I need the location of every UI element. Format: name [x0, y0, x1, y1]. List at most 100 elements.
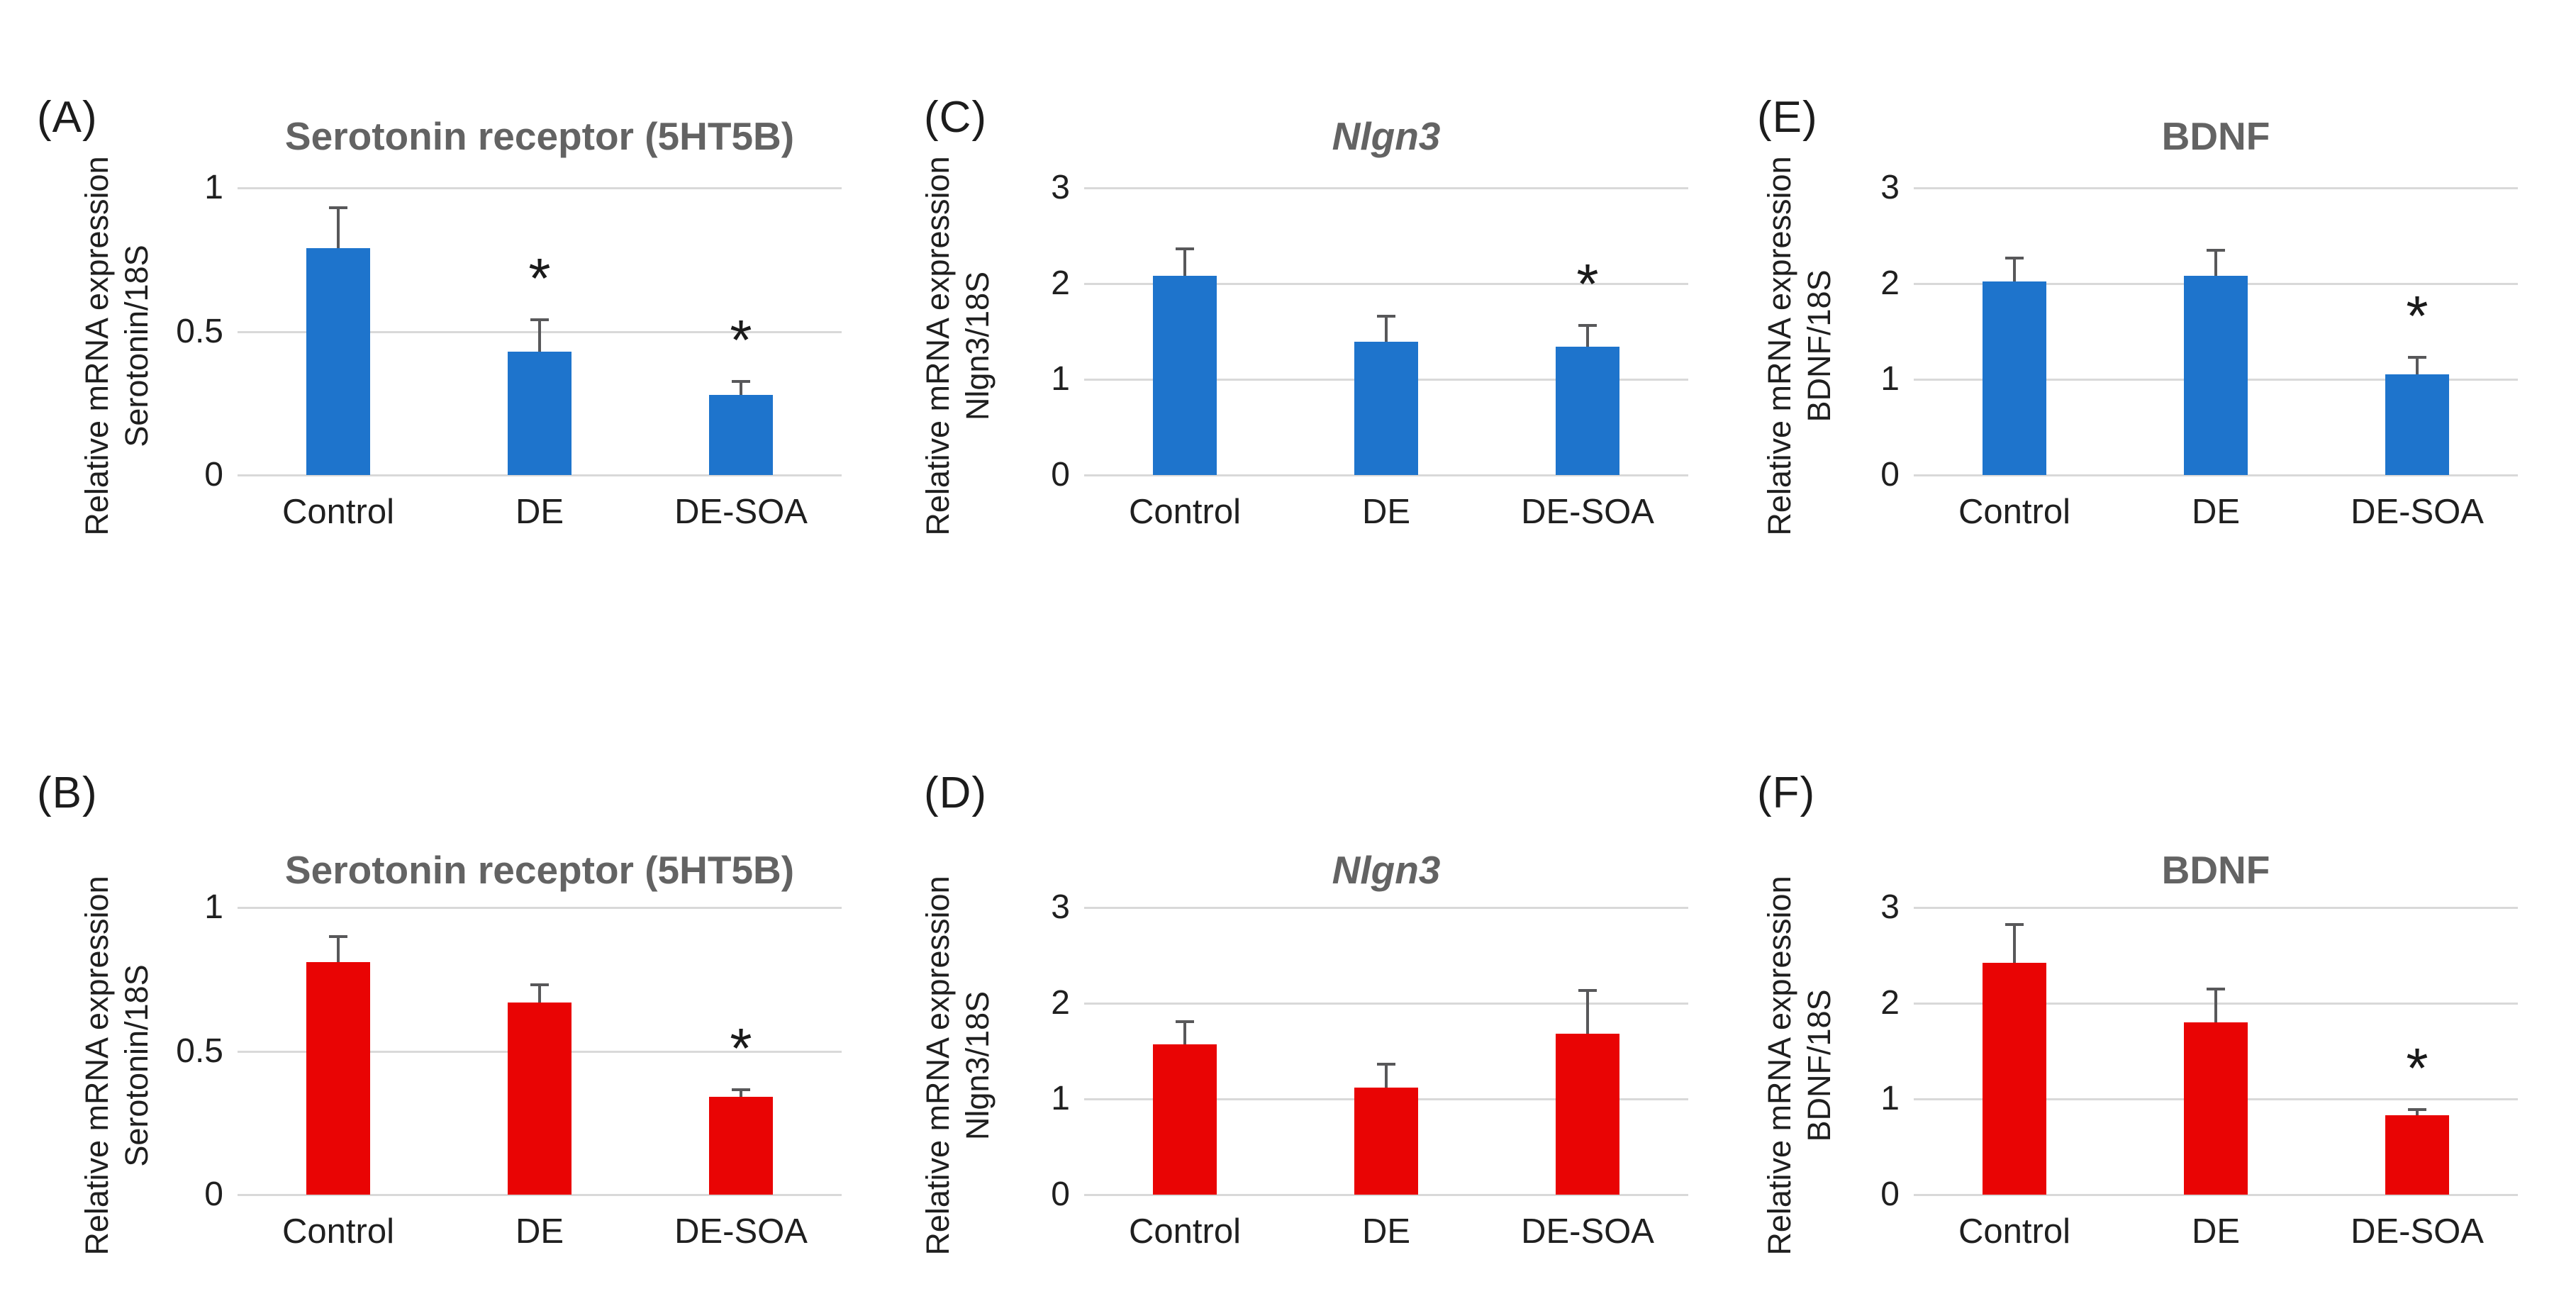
gridline — [1084, 474, 1688, 476]
significance-asterisk: * — [730, 308, 752, 372]
y-tick-label: 1 — [1880, 360, 1900, 398]
panel-e: (E) BDNF Relative mRNA expression BDNF/1… — [1734, 21, 2575, 581]
y-tick-label: 3 — [1051, 888, 1070, 926]
error-bar-cap — [1176, 247, 1194, 251]
gridline — [1914, 187, 2518, 189]
error-bar-cap — [530, 318, 549, 322]
error-bar — [538, 320, 541, 352]
significance-asterisk: * — [2406, 284, 2429, 347]
chart-title: Serotonin receptor (5HT5B) — [284, 114, 795, 158]
panel-a: (A) Serotonin receptor (5HT5B) Relative … — [14, 21, 854, 581]
gridline — [238, 907, 842, 909]
gridline — [238, 1194, 842, 1196]
y-tick-label: 1 — [204, 169, 223, 206]
bar-control — [306, 248, 370, 475]
significance-asterisk: * — [1576, 252, 1599, 316]
bar-control — [1153, 276, 1217, 475]
gridline — [1084, 1003, 1688, 1005]
significance-asterisk: * — [2406, 1036, 2429, 1100]
x-tick-label-de: DE — [2191, 1212, 2241, 1251]
error-bar — [2214, 250, 2217, 277]
y-axis-label-line1: Relative mRNA expression — [920, 155, 956, 536]
error-bar-cap — [1578, 989, 1597, 993]
panel-d: (D) Nlgn3 Relative mRNA expression Nlgn3… — [901, 741, 1741, 1301]
y-tick-label: 0 — [204, 456, 223, 493]
y-tick-label: 0 — [1880, 456, 1900, 493]
y-tick-label: 0 — [1051, 1176, 1070, 1213]
x-tick-label-control: Control — [282, 1212, 394, 1251]
error-bar — [740, 1090, 742, 1098]
error-bar-cap — [530, 983, 549, 987]
error-bar — [2214, 988, 2217, 1022]
panel-b: (B) Serotonin receptor (5HT5B) Relative … — [14, 741, 854, 1301]
x-tick-label-de: DE — [1361, 493, 1411, 531]
bar-de — [2184, 276, 2248, 475]
panel-letter: (F) — [1757, 769, 1816, 817]
significance-asterisk: * — [528, 247, 551, 311]
chart-title: Nlgn3 — [1332, 114, 1441, 158]
error-bar-cap — [2408, 355, 2426, 359]
y-tick-label: 1 — [1880, 1080, 1900, 1117]
chart-title: BDNF — [2161, 114, 2270, 158]
error-bar — [1385, 316, 1388, 342]
error-bar-cap — [1377, 1063, 1395, 1066]
gridline — [238, 187, 842, 189]
error-bar-cap — [732, 380, 750, 384]
bar-de — [508, 1002, 571, 1195]
x-tick-label-control: Control — [1958, 493, 2070, 531]
bar-de-soa — [2385, 1115, 2449, 1195]
x-tick-label-de: DE — [2191, 493, 2241, 531]
gridline — [1084, 907, 1688, 909]
x-tick-label-control: Control — [1129, 1212, 1241, 1251]
bar-de — [1354, 342, 1418, 475]
x-tick-label-control: Control — [1129, 493, 1241, 531]
bar-control — [1983, 281, 2046, 475]
y-tick-label: 0.5 — [176, 1032, 223, 1070]
error-bar-cap — [2005, 923, 2024, 927]
significance-asterisk: * — [730, 1017, 752, 1081]
y-tick-label: 3 — [1880, 169, 1900, 206]
error-bar — [337, 208, 340, 249]
bar-de-soa — [709, 394, 773, 475]
y-axis-label-line1: Relative mRNA expression — [1761, 875, 1797, 1256]
y-tick-label: 2 — [1051, 264, 1070, 302]
y-tick-label: 2 — [1880, 984, 1900, 1022]
y-tick-label: 0 — [1880, 1176, 1900, 1213]
plot-area: 0 1 2 3 Control DE * DE-SOA — [1880, 888, 2518, 1251]
x-tick-label-de-soa: DE-SOA — [2351, 1212, 2484, 1251]
error-bar — [337, 936, 340, 962]
y-axis-label-line1: Relative mRNA expression — [1761, 155, 1797, 536]
gridline — [1914, 907, 2518, 909]
panel-f: (F) BDNF Relative mRNA expression BDNF/1… — [1734, 741, 2575, 1301]
x-tick-label-de: DE — [1361, 1212, 1411, 1251]
x-tick-label-de-soa: DE-SOA — [674, 493, 808, 531]
error-bar-cap — [1377, 314, 1395, 318]
y-axis-label-line1: Relative mRNA expression — [79, 155, 115, 536]
y-tick-label: 0 — [1051, 456, 1070, 493]
bar-de-soa — [1556, 347, 1619, 475]
gridline — [1914, 474, 2518, 476]
error-bar — [2013, 257, 2016, 282]
y-axis-label-line1: Relative mRNA expression — [920, 875, 956, 1256]
y-tick-label: 0 — [204, 1176, 223, 1213]
bar-de-soa — [2385, 374, 2449, 475]
error-bar — [538, 985, 541, 1003]
panel-letter: (A) — [37, 93, 98, 142]
bar-de — [2184, 1022, 2248, 1195]
chart-title: BDNF — [2161, 848, 2270, 892]
panel-letter: (B) — [37, 769, 98, 817]
error-bar-cap — [2408, 1107, 2426, 1111]
gridline — [1084, 283, 1688, 285]
error-bar-cap — [329, 934, 347, 938]
plot-area: 0 0.5 1 Control * DE * DE-SOA — [176, 169, 842, 531]
x-tick-label-de: DE — [515, 493, 564, 531]
x-tick-label-control: Control — [1958, 1212, 2070, 1251]
chart-title: Serotonin receptor (5HT5B) — [284, 848, 795, 892]
error-bar-cap — [2207, 987, 2225, 990]
y-tick-label: 0.5 — [176, 312, 223, 350]
bar-control — [1153, 1044, 1217, 1195]
error-bar — [740, 381, 742, 395]
plot-area: 0 0.5 1 Control DE * DE-SOA — [176, 888, 842, 1251]
y-tick-label: 3 — [1051, 169, 1070, 206]
